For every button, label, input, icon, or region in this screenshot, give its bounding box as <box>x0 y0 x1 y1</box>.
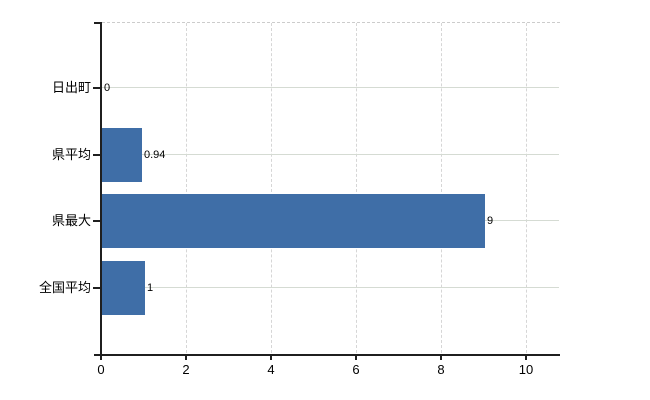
x-tick-label: 10 <box>518 362 534 377</box>
category-label: 全国平均 <box>38 280 91 295</box>
y-gridline <box>102 87 559 88</box>
x-gridline <box>271 23 272 353</box>
category-label: 県平均 <box>51 147 91 162</box>
bar-value-label: 0.94 <box>144 149 166 161</box>
category-label: 日出町 <box>51 80 91 95</box>
bar-value-label: 0 <box>104 82 111 94</box>
x-gridline <box>356 23 357 353</box>
bar <box>102 194 485 248</box>
bar <box>102 128 142 182</box>
y-tick <box>93 154 100 156</box>
x-tick <box>525 356 527 360</box>
x-tick <box>440 356 442 360</box>
y-tick <box>93 87 100 89</box>
x-tick <box>185 356 187 360</box>
x-tick <box>270 356 272 360</box>
bar-value-label: 1 <box>147 282 154 294</box>
bar-value-label: 9 <box>487 215 494 227</box>
y-gridline <box>102 154 559 155</box>
x-tick-label: 0 <box>97 362 105 377</box>
category-label: 県最大 <box>51 213 91 228</box>
x-gridline <box>186 23 187 353</box>
x-tick-label: 6 <box>352 362 360 377</box>
y-tick <box>93 220 100 222</box>
y-axis-line <box>100 22 102 356</box>
bar <box>102 261 145 315</box>
x-gridline <box>526 23 527 353</box>
x-tick <box>100 356 102 360</box>
x-tick-label: 8 <box>437 362 445 377</box>
x-gridline <box>441 23 442 353</box>
x-tick <box>355 356 357 360</box>
y-gridline <box>102 287 559 288</box>
y-axis-top-tick <box>94 22 100 24</box>
y-tick <box>93 287 100 289</box>
x-tick-label: 4 <box>267 362 275 377</box>
plot-area-top-border <box>102 22 560 23</box>
x-tick-label: 2 <box>182 362 190 377</box>
x-axis-line <box>94 354 560 356</box>
